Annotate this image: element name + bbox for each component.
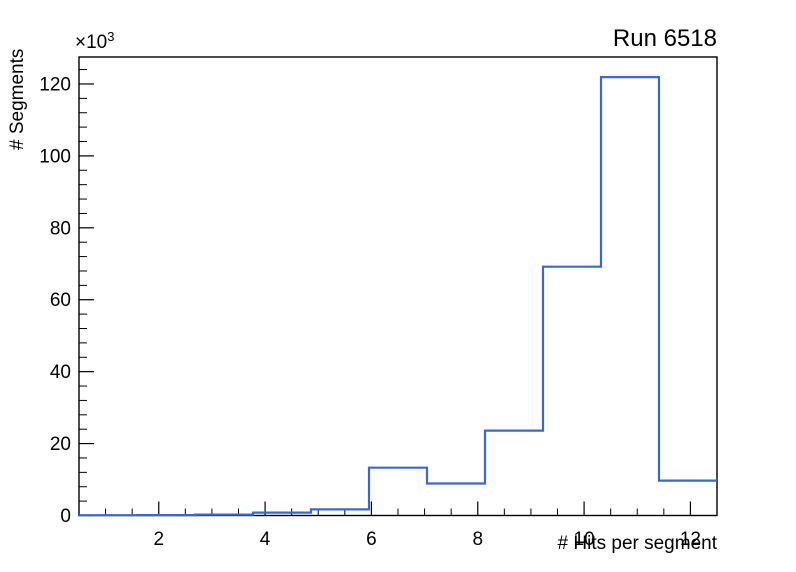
- y-tick-label: 120: [39, 74, 71, 95]
- y-tick-label: 60: [50, 290, 71, 311]
- plot-frame: [78, 56, 718, 517]
- y-axis-multiplier: ×103: [75, 29, 114, 54]
- x-tick-label: 6: [366, 529, 377, 550]
- x-tick-label: 10: [574, 529, 595, 550]
- histogram-line: [79, 76, 717, 517]
- x-tick-label: 12: [680, 529, 701, 550]
- x-tick-label: 2: [153, 529, 164, 550]
- y-axis-multiplier-exponent: 3: [107, 29, 115, 44]
- y-tick-label: 40: [50, 362, 71, 383]
- chart-title: Run 6518: [612, 25, 717, 52]
- y-tick-label: 0: [60, 506, 71, 527]
- y-tick-label: 20: [50, 434, 71, 455]
- y-tick-label: 80: [50, 218, 71, 239]
- x-axis-title: # Hits per segment: [557, 533, 717, 554]
- y-axis-title: # Segments: [7, 48, 28, 150]
- y-axis-multiplier-base: ×10: [75, 32, 108, 53]
- x-tick-label: 4: [260, 529, 271, 550]
- y-tick-label: 100: [39, 146, 71, 167]
- x-tick-label: 8: [472, 529, 483, 550]
